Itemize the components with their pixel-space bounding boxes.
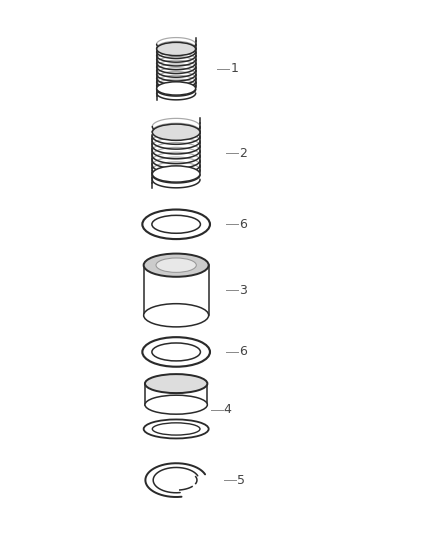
Ellipse shape: [143, 304, 208, 327]
Ellipse shape: [142, 209, 209, 239]
Text: 6: 6: [238, 218, 246, 231]
Ellipse shape: [143, 254, 208, 277]
Text: 2: 2: [238, 147, 246, 159]
Polygon shape: [145, 384, 207, 405]
Polygon shape: [145, 463, 205, 497]
Ellipse shape: [152, 423, 200, 435]
Text: 6: 6: [238, 345, 246, 359]
Ellipse shape: [156, 42, 195, 55]
Ellipse shape: [142, 337, 209, 367]
Polygon shape: [143, 265, 208, 316]
Ellipse shape: [143, 419, 208, 439]
Ellipse shape: [145, 395, 207, 414]
Ellipse shape: [152, 166, 200, 182]
Text: 1: 1: [230, 62, 238, 75]
Text: 3: 3: [238, 284, 246, 297]
Ellipse shape: [155, 258, 196, 272]
Ellipse shape: [152, 343, 200, 361]
Ellipse shape: [145, 374, 207, 393]
Ellipse shape: [152, 215, 200, 233]
Text: 5: 5: [236, 474, 244, 487]
Text: 4: 4: [223, 403, 231, 416]
Ellipse shape: [152, 124, 200, 140]
Ellipse shape: [156, 82, 195, 95]
